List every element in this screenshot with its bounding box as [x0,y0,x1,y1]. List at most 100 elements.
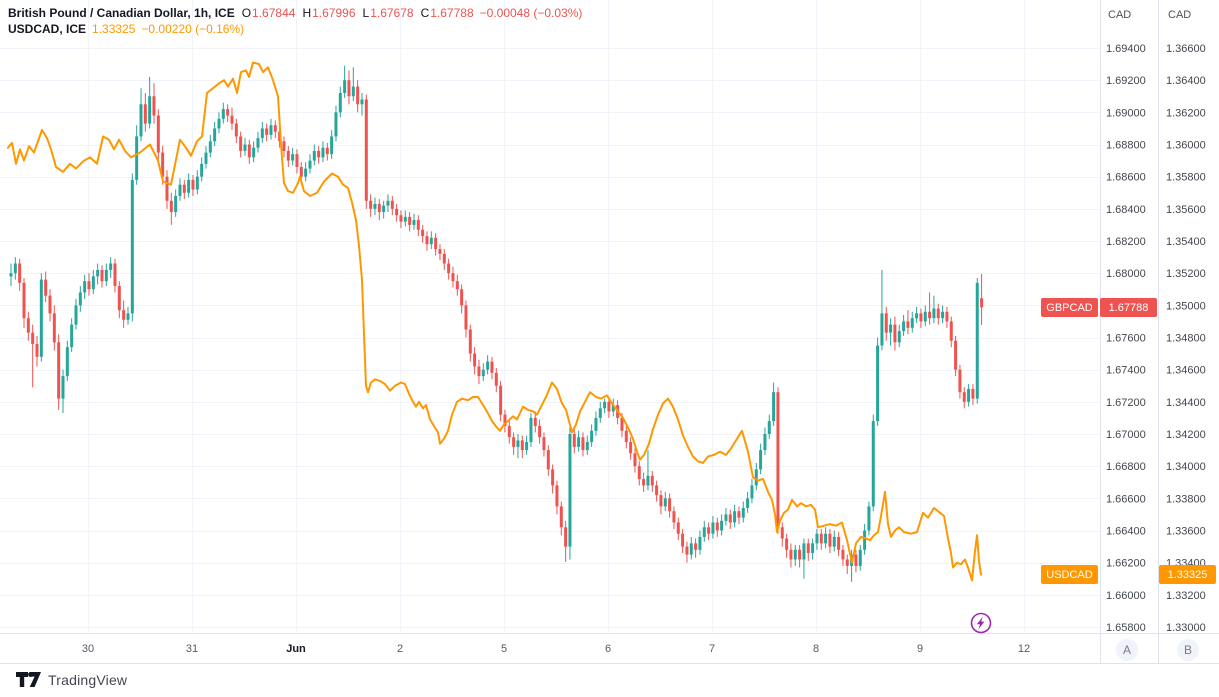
candle [499,385,503,415]
price-tick-label: 1.34400 [1166,397,1206,409]
candle [204,152,208,164]
candle [260,128,264,139]
candle [61,376,65,399]
legend-row-gbpcad[interactable]: British Pound / Canadian Dollar, 1h, ICE… [8,5,582,21]
price-tick-label: 1.33000 [1166,622,1206,634]
candle [759,450,763,470]
lightning-icon[interactable] [967,609,995,637]
price-tick-label: 1.33600 [1166,526,1206,538]
price-tick-label: 1.34800 [1166,333,1206,345]
candle [737,511,741,518]
candle [91,276,95,290]
candle [442,253,446,264]
price-scale-1-currency[interactable]: CAD [1108,9,1132,21]
candle [867,506,871,531]
candle [594,417,598,431]
time-axis-labels[interactable]: 30 31 Jun 2 5 6 7 8 9 12 [82,643,1030,655]
price-scale-b-button[interactable]: B [1177,639,1199,661]
price-tick-label: 1.33200 [1166,590,1206,602]
candle [572,434,576,447]
open-key: O [241,6,252,20]
candle [39,279,43,357]
legend-row-usdcad[interactable]: USDCAD, ICE 1.33325 −0.00220 (−0.16%) [8,21,582,37]
candle [126,313,130,320]
candle [633,453,637,467]
price-axis-2-labels[interactable]: 1.36600 1.36400 1.36200 1.36000 1.35800 1.356… [1166,43,1206,634]
tradingview-logo[interactable]: TradingView [16,671,127,688]
candle [135,136,139,180]
candle [252,147,256,158]
candle [334,112,338,137]
usdcad-price: 1.33325 [92,22,136,36]
candle [785,538,789,550]
candle [477,366,481,377]
candle [403,216,407,222]
candle [321,147,325,158]
candle [343,80,347,94]
high-key: H [302,6,312,20]
candle [364,99,368,201]
time-tick-label: 7 [709,643,715,655]
candle [460,289,464,306]
candle [655,485,659,496]
candle [282,141,286,151]
candle [369,200,373,209]
candle [156,115,160,153]
close-key: C [420,6,430,20]
price-tick-label: 1.35400 [1166,236,1206,248]
change-value: −0.00048 (−0.03%) [479,6,583,20]
candle [429,237,433,245]
candle [373,204,377,209]
grid [0,0,1100,633]
candle [516,440,520,447]
candle [863,530,867,550]
candle [360,99,364,105]
candle [876,345,880,422]
gbpcad-price-flag: GBPCAD [1041,298,1098,317]
symbol-title-usdcad: USDCAD, ICE [8,22,87,36]
candles-gbpcad [9,65,984,582]
candle [936,308,940,319]
candle [195,176,199,190]
candle [269,125,273,135]
candle [728,514,732,523]
candle [356,86,360,105]
price-scale-a-button[interactable]: A [1116,639,1138,661]
candle [776,392,780,528]
candle [910,318,914,328]
candle [421,229,425,237]
close-value: 1.67788 [430,6,474,20]
candle [798,549,802,560]
candle [542,437,546,451]
candle [845,559,849,566]
candle [724,514,728,521]
candle [464,305,468,330]
open-value: 1.67844 [252,6,296,20]
candle [182,184,186,193]
tradingview-logo-mark [16,672,41,687]
price-scale-2-currency[interactable]: CAD [1168,9,1192,21]
candle [83,281,87,293]
candle [213,128,217,142]
price-tick-label: 1.66000 [1106,590,1146,602]
candle [473,353,477,367]
price-tick-label: 1.36400 [1166,75,1206,87]
candle [299,167,303,177]
candle [793,549,797,560]
candle [208,141,212,153]
candle [468,329,472,354]
candle [824,533,828,544]
candle [871,421,875,507]
price-axis-1-labels[interactable]: 1.69400 1.69200 1.69000 1.68800 1.68600 1.684… [1106,43,1146,634]
candle [971,388,975,399]
candle [564,527,568,547]
candle [386,200,390,206]
gbpcad-last-price-badge: 1.67788 [1100,298,1157,317]
price-tick-label: 1.69400 [1106,43,1146,55]
candle [191,179,195,190]
candle [382,205,386,213]
symbol-title: British Pound / Canadian Dollar, 1h, ICE [8,6,235,20]
time-tick-label: 9 [917,643,923,655]
price-tick-label: 1.34000 [1166,461,1206,473]
